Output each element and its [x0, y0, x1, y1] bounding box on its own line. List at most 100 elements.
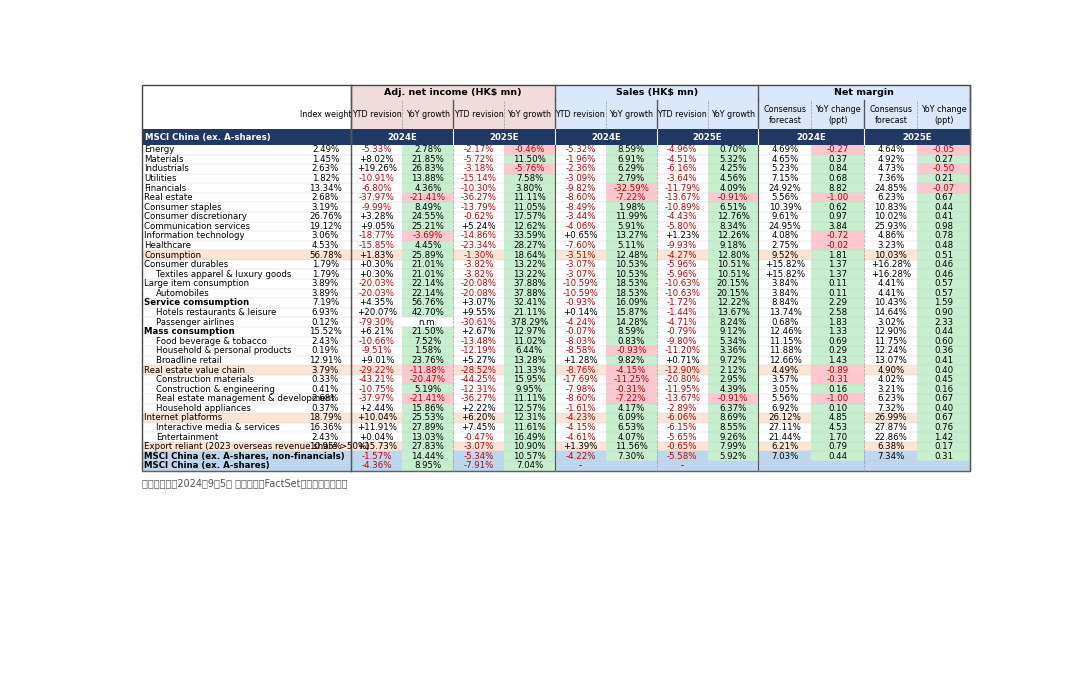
Bar [707, 232, 758, 241]
Text: -12.19%: -12.19% [461, 346, 497, 355]
Text: 378.29%: 378.29% [511, 318, 549, 326]
Text: 2.58: 2.58 [828, 308, 848, 317]
Text: 4.86%: 4.86% [877, 232, 905, 240]
Text: 0.67: 0.67 [934, 394, 954, 403]
Text: -5.58%: -5.58% [667, 451, 698, 460]
Text: 2.79%: 2.79% [618, 174, 645, 183]
Text: 2.43%: 2.43% [312, 432, 339, 441]
Text: 0.44: 0.44 [934, 327, 954, 336]
Text: -3.82%: -3.82% [463, 260, 494, 269]
Text: -10.89%: -10.89% [664, 203, 700, 212]
Text: -15.85%: -15.85% [359, 241, 395, 250]
Text: 18.64%: 18.64% [513, 251, 546, 260]
Bar [403, 183, 454, 193]
Text: 1.70: 1.70 [828, 432, 848, 441]
Text: -11.25%: -11.25% [613, 375, 649, 384]
Bar [606, 289, 657, 298]
Text: 12.91%: 12.91% [309, 356, 342, 365]
Bar [606, 164, 657, 173]
Text: 0.97: 0.97 [828, 212, 848, 221]
Text: 33.59%: 33.59% [513, 232, 545, 240]
Text: 8.69%: 8.69% [719, 413, 746, 422]
Text: 0.45: 0.45 [934, 375, 954, 384]
Bar [758, 100, 811, 129]
Text: 2.29: 2.29 [828, 298, 848, 307]
Text: 5.23%: 5.23% [771, 165, 799, 173]
Text: -21.41%: -21.41% [409, 394, 446, 403]
Bar [606, 222, 657, 232]
Text: 6.23%: 6.23% [877, 394, 905, 403]
Text: -3.51%: -3.51% [565, 251, 596, 260]
Text: YoY change
(ppt): YoY change (ppt) [815, 105, 861, 124]
Text: -6.80%: -6.80% [362, 184, 392, 193]
Text: -10.66%: -10.66% [359, 337, 395, 346]
Text: Financials: Financials [145, 184, 187, 193]
Bar [606, 432, 657, 442]
Text: -5.96%: -5.96% [667, 270, 698, 279]
Bar [606, 260, 657, 270]
Bar [141, 202, 970, 212]
Bar [454, 100, 504, 129]
Text: 12.97%: 12.97% [513, 327, 545, 336]
Bar [917, 173, 970, 183]
Text: 7.15%: 7.15% [771, 174, 799, 183]
Text: 4.49%: 4.49% [771, 365, 798, 374]
Text: 32.41%: 32.41% [513, 298, 546, 307]
Text: 13.22%: 13.22% [513, 270, 546, 279]
Text: 13.27%: 13.27% [615, 232, 648, 240]
Text: -2.89%: -2.89% [667, 404, 698, 413]
Text: +0.30%: +0.30% [360, 270, 394, 279]
Text: -4.61%: -4.61% [565, 432, 596, 441]
Bar [403, 385, 454, 394]
Text: -8.49%: -8.49% [565, 203, 595, 212]
Bar [811, 356, 864, 365]
Text: +2.44%: +2.44% [360, 404, 394, 413]
Text: Passenger airlines: Passenger airlines [156, 318, 234, 326]
Bar [917, 183, 970, 193]
Bar [707, 298, 758, 308]
Text: 2.43%: 2.43% [312, 337, 339, 346]
Text: -0.89: -0.89 [827, 365, 849, 374]
Text: 8.34%: 8.34% [719, 222, 746, 231]
Bar [141, 404, 970, 413]
Bar [606, 308, 657, 318]
Text: 27.83%: 27.83% [411, 442, 444, 451]
Text: +9.01%: +9.01% [360, 356, 394, 365]
Bar [811, 327, 864, 337]
Text: -5.34%: -5.34% [463, 451, 494, 460]
Bar [606, 385, 657, 394]
Bar [707, 279, 758, 289]
Bar [917, 432, 970, 442]
Text: 13.03%: 13.03% [411, 432, 444, 441]
Bar [141, 241, 970, 251]
Text: 10.43%: 10.43% [875, 298, 907, 307]
Text: 42.70%: 42.70% [411, 308, 444, 317]
Bar [403, 232, 454, 241]
Text: 27.11%: 27.11% [769, 423, 801, 432]
Bar [504, 202, 555, 212]
Text: 24.95%: 24.95% [769, 222, 801, 231]
Bar [811, 298, 864, 308]
Bar [707, 337, 758, 346]
Text: -0.91%: -0.91% [718, 193, 748, 202]
Text: Entertainment: Entertainment [156, 432, 218, 441]
Text: -8.60%: -8.60% [565, 394, 596, 403]
Text: -12.31%: -12.31% [461, 385, 497, 393]
Text: Household & personal products: Household & personal products [156, 346, 292, 355]
Bar [606, 451, 657, 461]
Bar [403, 241, 454, 251]
Text: -10.75%: -10.75% [359, 385, 395, 393]
Bar [403, 260, 454, 270]
Bar [917, 356, 970, 365]
Text: -11.88%: -11.88% [409, 365, 446, 374]
Text: 7.19%: 7.19% [312, 298, 339, 307]
Bar [707, 145, 758, 154]
Bar [504, 308, 555, 318]
Text: -23.34%: -23.34% [461, 241, 497, 250]
Text: 0.16: 0.16 [828, 385, 848, 393]
Text: 1.59: 1.59 [934, 298, 954, 307]
Text: 0.41: 0.41 [934, 212, 954, 221]
Bar [811, 193, 864, 202]
Text: YoY growth: YoY growth [406, 111, 449, 120]
Bar [403, 193, 454, 202]
